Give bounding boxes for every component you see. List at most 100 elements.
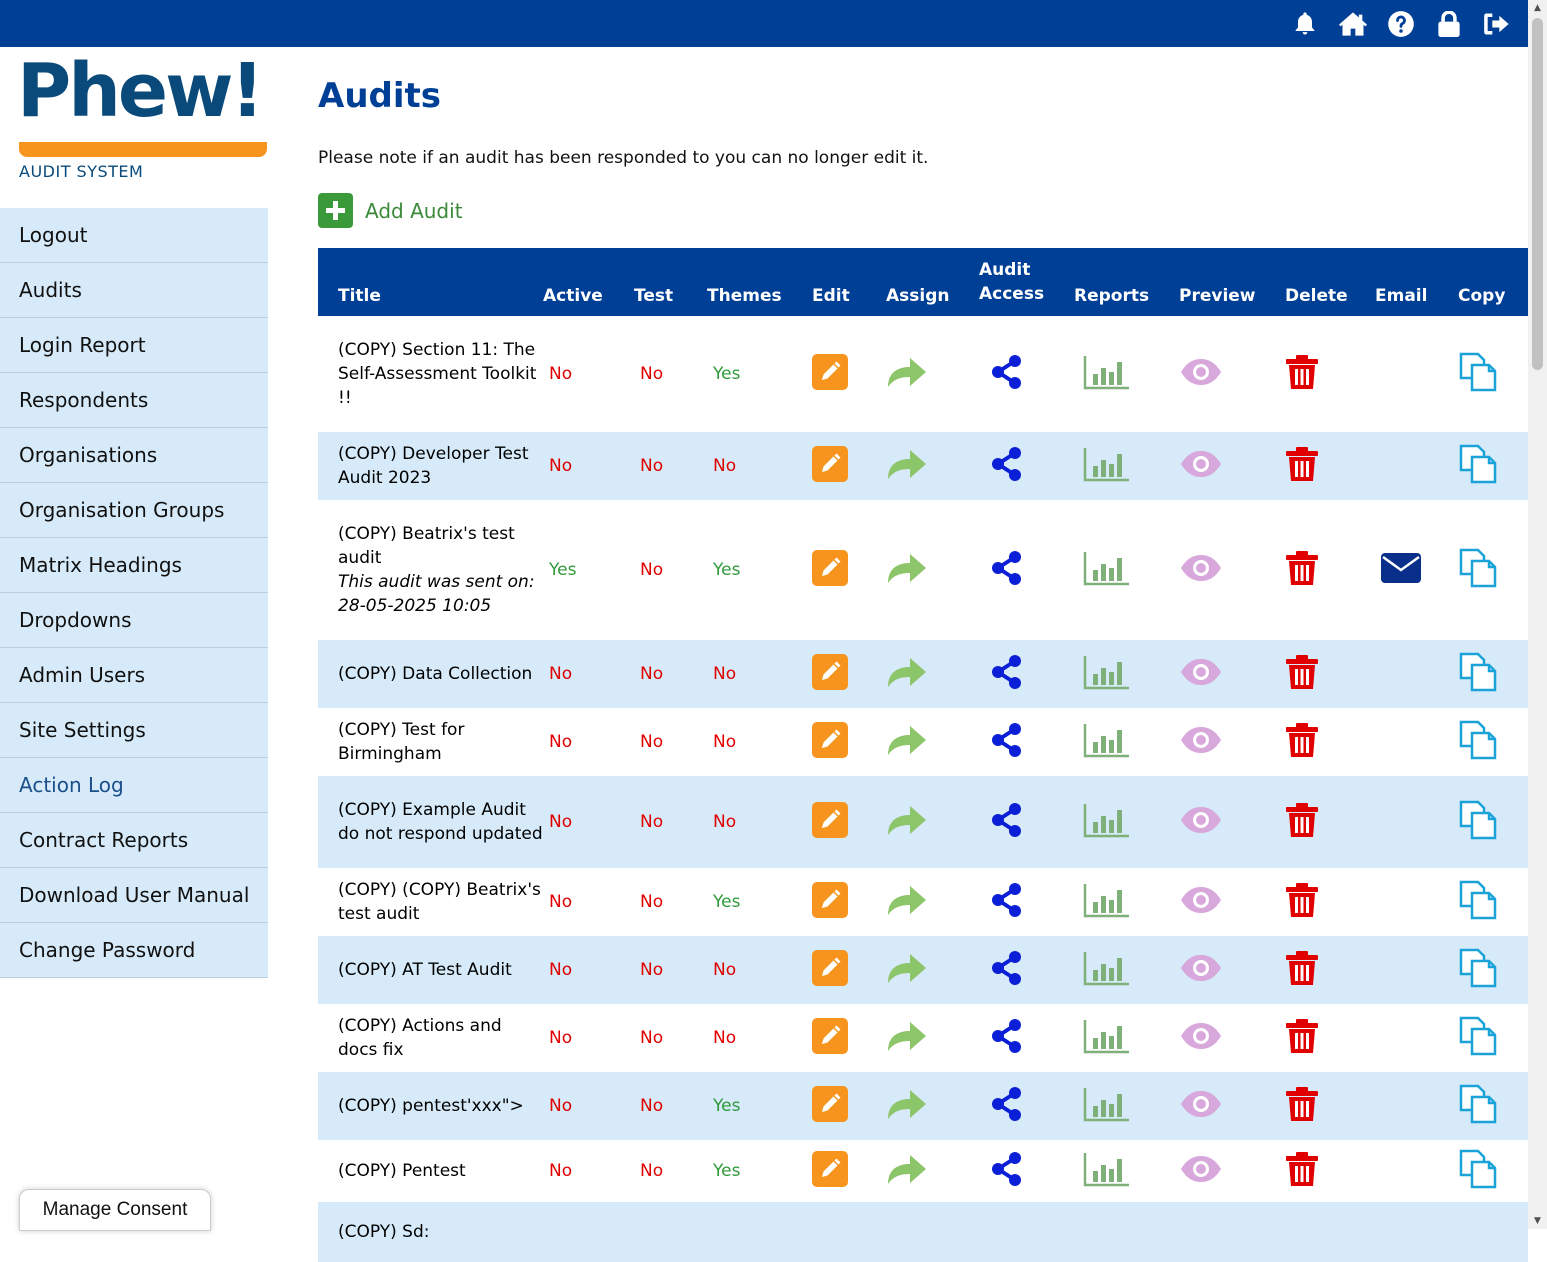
sidebar-item-login-report[interactable]: Login Report (0, 318, 268, 373)
assign-icon[interactable] (886, 655, 928, 694)
bar-chart-icon[interactable] (1083, 882, 1131, 923)
share-icon[interactable] (989, 550, 1025, 591)
edit-icon[interactable] (812, 653, 848, 695)
trash-icon[interactable] (1285, 950, 1319, 991)
assign-icon[interactable] (886, 551, 928, 590)
sidebar-item-logout[interactable]: Logout (0, 208, 268, 263)
envelope-icon[interactable] (1380, 552, 1422, 589)
eye-icon[interactable] (1179, 357, 1223, 392)
phew-logo[interactable]: Phew! AUDIT SYSTEM (17, 54, 269, 186)
add-audit-button[interactable]: Add Audit (318, 193, 463, 228)
sidebar-item-download-user-manual[interactable]: Download User Manual (0, 868, 268, 923)
share-icon[interactable] (989, 802, 1025, 843)
help-icon[interactable] (1386, 9, 1416, 39)
assign-icon[interactable] (886, 1152, 928, 1191)
trash-icon[interactable] (1285, 550, 1319, 591)
scroll-down-icon[interactable]: ▼ (1534, 1216, 1541, 1226)
edit-icon[interactable] (812, 1017, 848, 1059)
trash-icon[interactable] (1285, 354, 1319, 395)
bar-chart-icon[interactable] (1083, 1151, 1131, 1192)
scrollbar-thumb[interactable] (1532, 18, 1543, 370)
sidebar-item-organisation-groups[interactable]: Organisation Groups (0, 483, 268, 538)
bar-chart-icon[interactable] (1083, 1018, 1131, 1059)
copy-icon[interactable] (1458, 1015, 1502, 1062)
edit-icon[interactable] (812, 549, 848, 591)
copy-icon[interactable] (1458, 719, 1502, 766)
copy-icon[interactable] (1458, 799, 1502, 846)
eye-icon[interactable] (1179, 553, 1223, 588)
trash-icon[interactable] (1285, 802, 1319, 843)
sidebar-item-contract-reports[interactable]: Contract Reports (0, 813, 268, 868)
copy-icon[interactable] (1458, 651, 1502, 698)
bar-chart-icon[interactable] (1083, 354, 1131, 395)
sidebar-item-audits[interactable]: Audits (0, 263, 268, 318)
scrollbar[interactable]: ▲ ▼ (1528, 0, 1547, 1229)
assign-icon[interactable] (886, 723, 928, 762)
trash-icon[interactable] (1285, 654, 1319, 695)
eye-icon[interactable] (1179, 449, 1223, 484)
eye-icon[interactable] (1179, 953, 1223, 988)
share-icon[interactable] (989, 882, 1025, 923)
eye-icon[interactable] (1179, 1021, 1223, 1056)
bar-chart-icon[interactable] (1083, 722, 1131, 763)
bar-chart-icon[interactable] (1083, 550, 1131, 591)
edit-icon[interactable] (812, 949, 848, 991)
sidebar-item-organisations[interactable]: Organisations (0, 428, 268, 483)
sidebar-item-respondents[interactable]: Respondents (0, 373, 268, 428)
edit-icon[interactable] (812, 445, 848, 487)
assign-icon[interactable] (886, 1019, 928, 1058)
copy-icon[interactable] (1458, 351, 1502, 398)
eye-icon[interactable] (1179, 1089, 1223, 1124)
eye-icon[interactable] (1179, 1154, 1223, 1189)
share-icon[interactable] (989, 654, 1025, 695)
assign-icon[interactable] (886, 883, 928, 922)
edit-icon[interactable] (812, 881, 848, 923)
edit-icon[interactable] (812, 1085, 848, 1127)
share-icon[interactable] (989, 1086, 1025, 1127)
share-icon[interactable] (989, 1151, 1025, 1192)
share-icon[interactable] (989, 446, 1025, 487)
copy-icon[interactable] (1458, 1148, 1502, 1195)
eye-icon[interactable] (1179, 885, 1223, 920)
assign-icon[interactable] (886, 1087, 928, 1126)
logout-icon[interactable] (1482, 9, 1512, 39)
trash-icon[interactable] (1285, 1018, 1319, 1059)
eye-icon[interactable] (1179, 805, 1223, 840)
copy-icon[interactable] (1458, 547, 1502, 594)
copy-icon[interactable] (1458, 879, 1502, 926)
bar-chart-icon[interactable] (1083, 654, 1131, 695)
assign-icon[interactable] (886, 803, 928, 842)
add-audit-label[interactable]: Add Audit (365, 198, 463, 223)
sidebar-item-dropdowns[interactable]: Dropdowns (0, 593, 268, 648)
bell-icon[interactable] (1290, 9, 1320, 39)
assign-icon[interactable] (886, 355, 928, 394)
sidebar-item-admin-users[interactable]: Admin Users (0, 648, 268, 703)
assign-icon[interactable] (886, 951, 928, 990)
sidebar-item-action-log[interactable]: Action Log (0, 758, 268, 813)
home-icon[interactable] (1338, 9, 1368, 39)
copy-icon[interactable] (1458, 947, 1502, 994)
edit-icon[interactable] (812, 1150, 848, 1192)
trash-icon[interactable] (1285, 882, 1319, 923)
share-icon[interactable] (989, 1018, 1025, 1059)
share-icon[interactable] (989, 354, 1025, 395)
scroll-up-icon[interactable]: ▲ (1534, 3, 1541, 13)
sidebar-item-change-password[interactable]: Change Password (0, 923, 268, 978)
trash-icon[interactable] (1285, 1151, 1319, 1192)
trash-icon[interactable] (1285, 446, 1319, 487)
manage-consent-button[interactable]: Manage Consent (19, 1189, 211, 1231)
eye-icon[interactable] (1179, 657, 1223, 692)
trash-icon[interactable] (1285, 1086, 1319, 1127)
share-icon[interactable] (989, 950, 1025, 991)
assign-icon[interactable] (886, 447, 928, 486)
edit-icon[interactable] (812, 801, 848, 843)
bar-chart-icon[interactable] (1083, 802, 1131, 843)
bar-chart-icon[interactable] (1083, 950, 1131, 991)
sidebar-item-site-settings[interactable]: Site Settings (0, 703, 268, 758)
copy-icon[interactable] (1458, 443, 1502, 490)
trash-icon[interactable] (1285, 722, 1319, 763)
edit-icon[interactable] (812, 353, 848, 395)
plus-icon[interactable] (318, 193, 353, 228)
bar-chart-icon[interactable] (1083, 446, 1131, 487)
share-icon[interactable] (989, 722, 1025, 763)
